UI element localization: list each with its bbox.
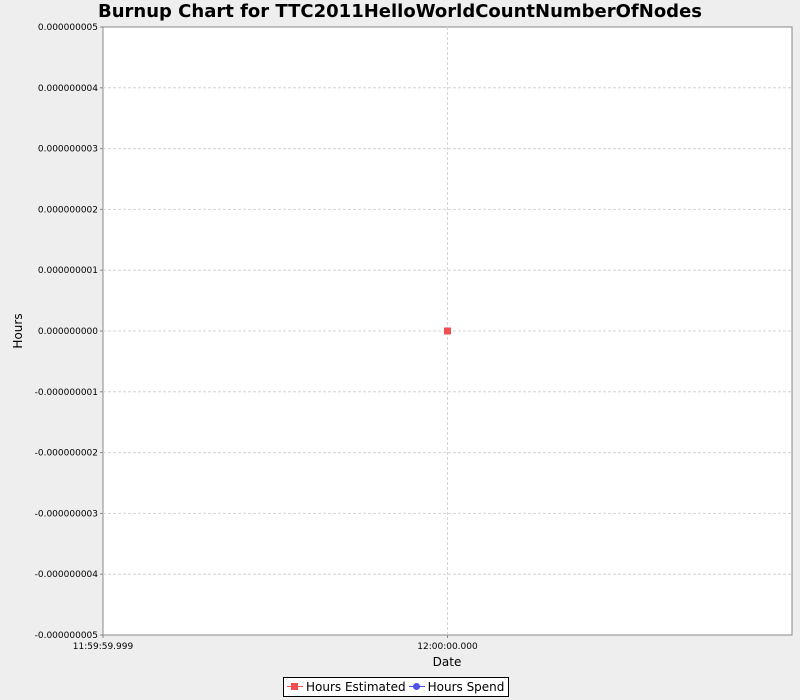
y-tick-label: 0.000000002 [38,205,98,215]
y-tick-label: -0.000000002 [35,449,98,459]
x-axis-ticks: 11:59:59.999 12:00:00.000 [73,635,478,652]
data-point-square [444,327,451,335]
series-layer [444,327,451,335]
legend-label-hours-estimated: Hours Estimated [306,680,406,694]
x-tick-label: 12:00:00.000 [417,642,478,652]
y-tick-label: 0.000000001 [38,266,98,276]
legend-swatch-circle-icon [408,682,425,692]
legend: Hours Estimated Hours Spend [283,677,510,697]
legend-item-hours-spend: Hours Spend [408,680,505,694]
y-tick-label: 0.000000004 [38,84,98,94]
y-tick-label: -0.000000001 [35,388,98,398]
x-tick-label: 11:59:59.999 [73,642,134,652]
y-tick-label: 0.000000005 [38,23,98,33]
legend-label-hours-spend: Hours Spend [427,680,505,694]
y-tick-label: -0.000000005 [35,631,98,641]
y-tick-label: -0.000000003 [35,509,98,519]
chart-title: Burnup Chart for TTC2011HelloWorldCountN… [97,1,702,22]
grid-lines [103,27,792,635]
x-axis-label: Date [433,655,462,669]
y-axis-label: Hours [11,313,25,348]
y-axis-ticks: 0.000000005 0.000000004 0.000000003 0.00000… [35,23,103,641]
y-tick-label: 0.000000000 [38,327,98,337]
legend-item-hours-estimated: Hours Estimated [287,680,406,694]
y-tick-label: 0.000000003 [38,145,98,155]
legend-swatch-square-icon [287,682,303,692]
y-tick-label: -0.000000004 [35,570,99,580]
